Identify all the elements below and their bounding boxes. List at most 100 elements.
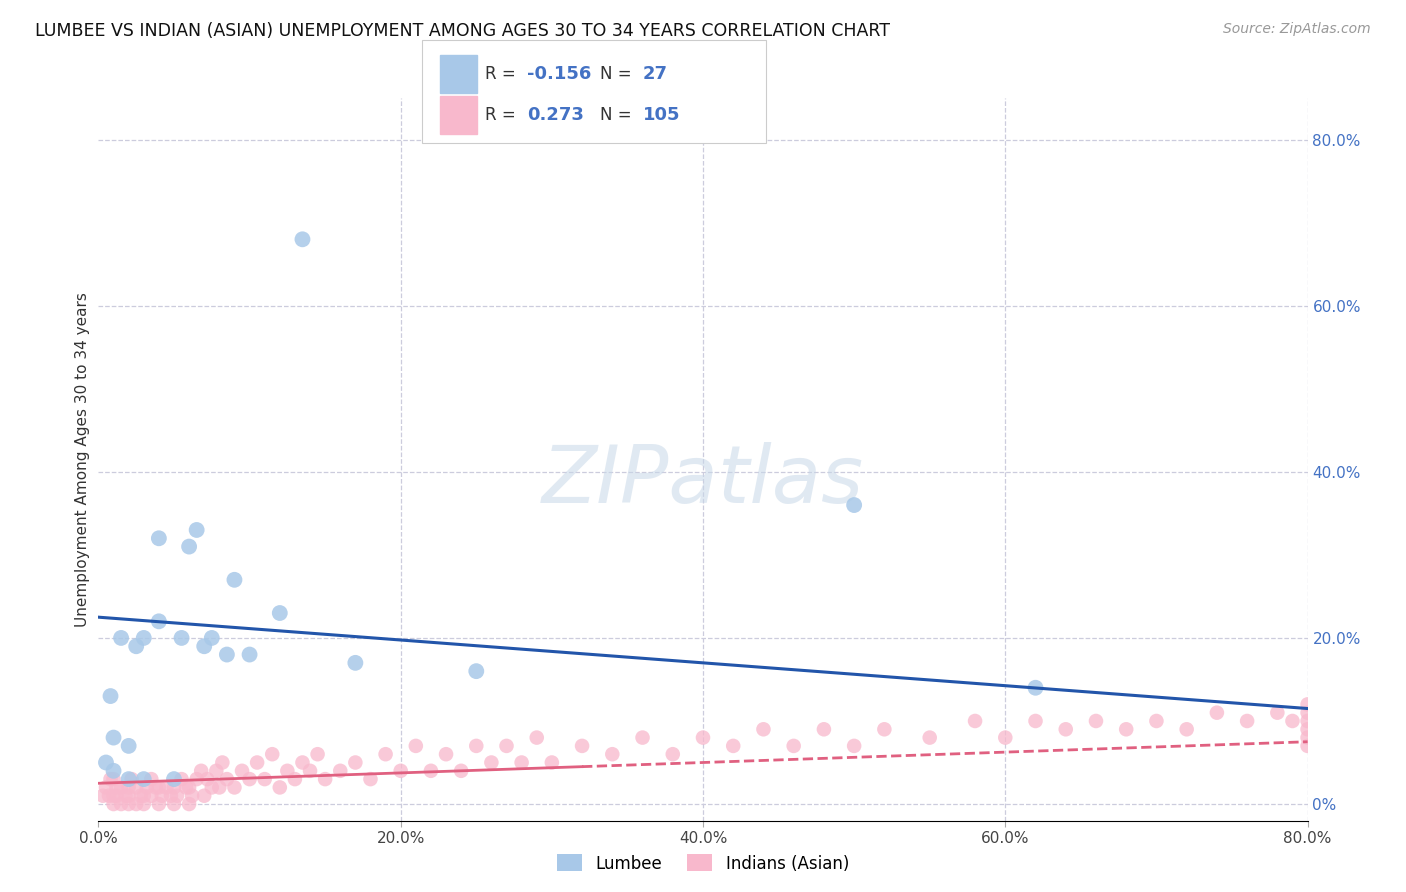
Point [205, 764, 228, 778]
Point [269, 606, 291, 620]
Point [420, 764, 443, 778]
Point [121, 772, 143, 786]
Point [276, 764, 298, 778]
Point [163, 772, 186, 786]
Point [132, 797, 155, 811]
Point [571, 739, 593, 753]
Point [118, 739, 141, 753]
Point [208, 780, 231, 795]
Point [1296, 723, 1319, 737]
Point [105, 780, 128, 795]
Point [374, 747, 396, 762]
Point [150, 789, 173, 803]
Point [179, 780, 201, 795]
Point [170, 631, 193, 645]
Point [103, 772, 125, 786]
Point [98, 789, 121, 803]
Point [179, 797, 201, 811]
Point [105, 789, 128, 803]
Point [450, 764, 472, 778]
Point [118, 780, 141, 795]
Point [155, 780, 177, 795]
Point [91, 789, 114, 803]
Point [1175, 723, 1198, 737]
Point [329, 764, 352, 778]
Point [813, 723, 835, 737]
Point [135, 780, 157, 795]
Point [170, 772, 193, 786]
Point [1085, 714, 1108, 728]
Point [211, 756, 233, 770]
Point [405, 739, 427, 753]
Point [389, 764, 412, 778]
Point [752, 723, 775, 737]
Point [1236, 714, 1258, 728]
Point [1267, 706, 1289, 720]
Text: 105: 105 [643, 106, 681, 124]
Point [148, 797, 170, 811]
Text: 27: 27 [643, 65, 668, 83]
Point [145, 780, 167, 795]
Point [510, 756, 533, 770]
Point [239, 648, 262, 662]
Point [692, 731, 714, 745]
Point [291, 232, 314, 246]
Point [193, 789, 215, 803]
Point [201, 631, 224, 645]
Point [1054, 723, 1077, 737]
Point [631, 731, 654, 745]
Point [201, 780, 224, 795]
Text: -0.156: -0.156 [527, 65, 592, 83]
Point [125, 797, 148, 811]
Point [132, 789, 155, 803]
Point [166, 789, 188, 803]
Point [103, 797, 125, 811]
Point [125, 639, 148, 653]
Text: ZIPatlas: ZIPatlas [541, 442, 865, 520]
Point [141, 772, 163, 786]
Point [110, 631, 132, 645]
Point [239, 772, 262, 786]
Point [1296, 706, 1319, 720]
Point [994, 731, 1017, 745]
Point [344, 756, 367, 770]
Point [661, 747, 683, 762]
Point [307, 747, 329, 762]
Point [918, 731, 941, 745]
Point [540, 756, 562, 770]
Point [1296, 731, 1319, 745]
Legend: Lumbee, Indians (Asian): Lumbee, Indians (Asian) [550, 847, 856, 880]
Point [174, 780, 197, 795]
Point [1206, 706, 1229, 720]
Point [873, 723, 896, 737]
Point [844, 498, 866, 512]
Point [344, 656, 367, 670]
Point [360, 772, 382, 786]
Point [160, 789, 183, 803]
Point [602, 747, 624, 762]
Point [1024, 681, 1046, 695]
Point [148, 531, 170, 545]
Point [110, 780, 132, 795]
Point [125, 780, 148, 795]
Point [224, 573, 246, 587]
Point [100, 689, 122, 703]
Point [1281, 714, 1303, 728]
Point [1296, 739, 1319, 753]
Text: Source: ZipAtlas.com: Source: ZipAtlas.com [1223, 22, 1371, 37]
Point [465, 664, 488, 678]
Point [215, 648, 238, 662]
Point [163, 797, 186, 811]
Point [246, 756, 269, 770]
Point [148, 615, 170, 629]
Point [253, 772, 276, 786]
Text: 0.273: 0.273 [527, 106, 583, 124]
Point [1296, 714, 1319, 728]
Text: LUMBEE VS INDIAN (ASIAN) UNEMPLOYMENT AMONG AGES 30 TO 34 YEARS CORRELATION CHAR: LUMBEE VS INDIAN (ASIAN) UNEMPLOYMENT AM… [35, 22, 890, 40]
Point [118, 772, 141, 786]
Point [1144, 714, 1167, 728]
Point [1024, 714, 1046, 728]
Point [114, 789, 136, 803]
Point [224, 780, 246, 795]
Point [100, 772, 122, 786]
